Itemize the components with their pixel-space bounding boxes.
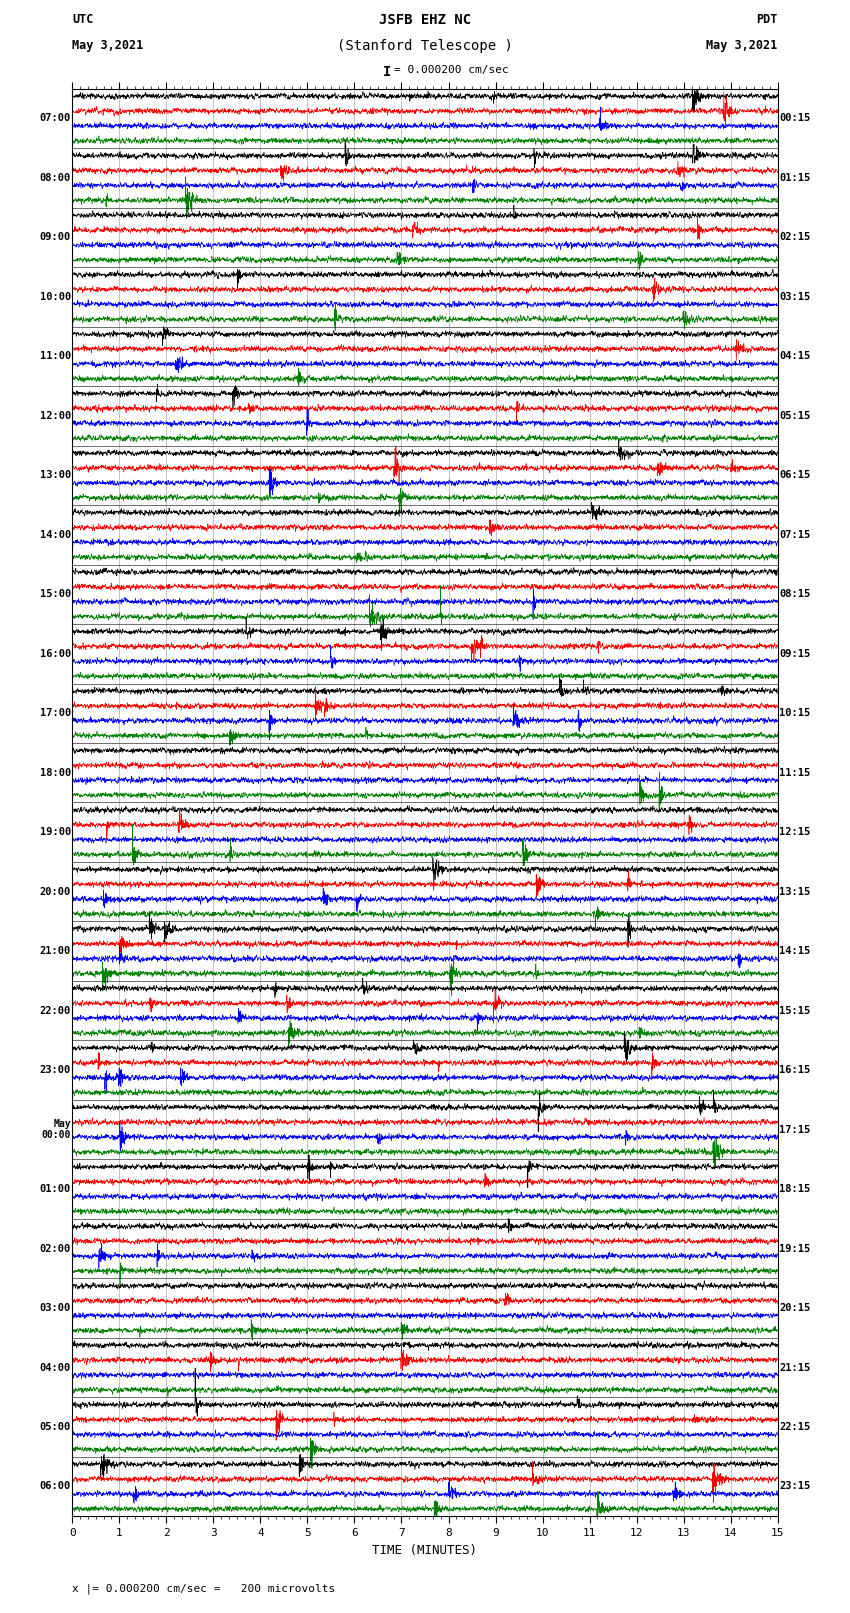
Text: 12:00: 12:00 bbox=[40, 411, 71, 421]
Text: 04:00: 04:00 bbox=[40, 1363, 71, 1373]
Text: 00:15: 00:15 bbox=[779, 113, 810, 124]
Text: = 0.000200 cm/sec: = 0.000200 cm/sec bbox=[394, 65, 508, 74]
Text: PDT: PDT bbox=[756, 13, 778, 26]
Text: 19:15: 19:15 bbox=[779, 1244, 810, 1253]
Text: 05:00: 05:00 bbox=[40, 1423, 71, 1432]
Text: 08:15: 08:15 bbox=[779, 589, 810, 600]
Text: 07:15: 07:15 bbox=[779, 529, 810, 540]
Text: 21:00: 21:00 bbox=[40, 947, 71, 957]
Text: 02:00: 02:00 bbox=[40, 1244, 71, 1253]
Text: 20:15: 20:15 bbox=[779, 1303, 810, 1313]
Text: May 3,2021: May 3,2021 bbox=[72, 39, 144, 52]
Text: 14:15: 14:15 bbox=[779, 947, 810, 957]
Text: 13:00: 13:00 bbox=[40, 471, 71, 481]
Text: I: I bbox=[382, 65, 391, 79]
Text: 04:15: 04:15 bbox=[779, 352, 810, 361]
Text: 09:15: 09:15 bbox=[779, 648, 810, 658]
Text: 09:00: 09:00 bbox=[40, 232, 71, 242]
Text: 07:00: 07:00 bbox=[40, 113, 71, 124]
Text: 06:15: 06:15 bbox=[779, 471, 810, 481]
Text: 03:15: 03:15 bbox=[779, 292, 810, 302]
Text: 02:15: 02:15 bbox=[779, 232, 810, 242]
Text: 21:15: 21:15 bbox=[779, 1363, 810, 1373]
Text: 14:00: 14:00 bbox=[40, 529, 71, 540]
Text: UTC: UTC bbox=[72, 13, 94, 26]
Text: 01:15: 01:15 bbox=[779, 173, 810, 182]
Text: JSFB EHZ NC: JSFB EHZ NC bbox=[379, 13, 471, 27]
Text: 22:00: 22:00 bbox=[40, 1005, 71, 1016]
Text: x |= 0.000200 cm/sec =   200 microvolts: x |= 0.000200 cm/sec = 200 microvolts bbox=[72, 1582, 336, 1594]
X-axis label: TIME (MINUTES): TIME (MINUTES) bbox=[372, 1544, 478, 1557]
Text: 15:00: 15:00 bbox=[40, 589, 71, 600]
Text: May
00:00: May 00:00 bbox=[42, 1119, 71, 1140]
Text: 01:00: 01:00 bbox=[40, 1184, 71, 1194]
Text: 12:15: 12:15 bbox=[779, 827, 810, 837]
Text: 10:00: 10:00 bbox=[40, 292, 71, 302]
Text: 19:00: 19:00 bbox=[40, 827, 71, 837]
Text: 17:15: 17:15 bbox=[779, 1124, 810, 1134]
Text: 08:00: 08:00 bbox=[40, 173, 71, 182]
Text: 16:15: 16:15 bbox=[779, 1065, 810, 1076]
Text: 20:00: 20:00 bbox=[40, 887, 71, 897]
Text: 18:15: 18:15 bbox=[779, 1184, 810, 1194]
Text: 13:15: 13:15 bbox=[779, 887, 810, 897]
Text: 15:15: 15:15 bbox=[779, 1005, 810, 1016]
Text: 03:00: 03:00 bbox=[40, 1303, 71, 1313]
Text: (Stanford Telescope ): (Stanford Telescope ) bbox=[337, 39, 513, 53]
Text: 16:00: 16:00 bbox=[40, 648, 71, 658]
Text: 23:00: 23:00 bbox=[40, 1065, 71, 1076]
Text: 11:15: 11:15 bbox=[779, 768, 810, 777]
Text: 22:15: 22:15 bbox=[779, 1423, 810, 1432]
Text: 11:00: 11:00 bbox=[40, 352, 71, 361]
Text: 10:15: 10:15 bbox=[779, 708, 810, 718]
Text: May 3,2021: May 3,2021 bbox=[706, 39, 778, 52]
Text: 18:00: 18:00 bbox=[40, 768, 71, 777]
Text: 17:00: 17:00 bbox=[40, 708, 71, 718]
Text: 05:15: 05:15 bbox=[779, 411, 810, 421]
Text: 06:00: 06:00 bbox=[40, 1481, 71, 1492]
Text: 23:15: 23:15 bbox=[779, 1481, 810, 1492]
